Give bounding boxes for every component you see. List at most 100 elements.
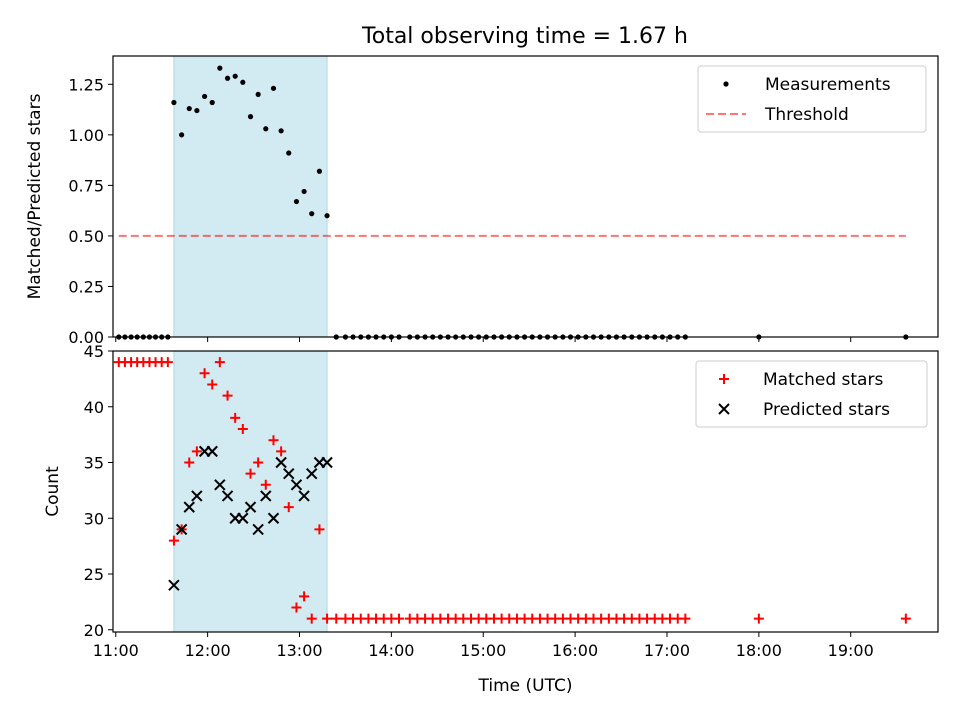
measurement-point (286, 150, 292, 156)
y-axis-label: Matched/Predicted stars (25, 93, 45, 299)
measurement-point (316, 168, 323, 174)
legend-marker-matched (719, 374, 729, 384)
measurement-point (186, 105, 192, 112)
matched-star-point (237, 424, 248, 435)
matched-star-point (322, 613, 333, 624)
plot-frame (112, 55, 939, 338)
matched-star-point (207, 379, 218, 390)
x-tick-label: 14:00 (368, 641, 414, 660)
legend-marker-measurements (723, 81, 729, 87)
figure-title: Total observing time = 1.67 h (361, 24, 688, 49)
legend-box (697, 65, 927, 133)
y-tick-label: 0.50 (68, 227, 104, 246)
matched-star-point (291, 602, 302, 613)
y-axis-label: Count (43, 466, 63, 517)
x-tick-label: 13:00 (276, 641, 322, 660)
x-tick-label: 16:00 (552, 641, 598, 660)
measurement-point (255, 91, 261, 98)
matched-star-point (900, 613, 911, 624)
matched-star-point (245, 468, 256, 479)
y-tick-label: 25 (84, 565, 104, 584)
matched-star-point (191, 446, 202, 457)
predicted-star-point (298, 490, 310, 502)
legend-marker-predicted (718, 403, 730, 415)
matched-star-point (283, 502, 294, 513)
matched-star-point (268, 435, 279, 446)
y-tick-label: 35 (84, 454, 104, 473)
legend-label: Predicted stars (763, 400, 890, 420)
measurement-point (263, 126, 269, 132)
x-tick-label: 19:00 (828, 641, 874, 660)
legend-label: Measurements (765, 75, 891, 95)
matched-star-point (299, 591, 310, 602)
x-axis-label: Time (UTC) (478, 676, 573, 696)
y-tick-label: 0.00 (68, 328, 104, 347)
y-tick-label: 30 (84, 509, 104, 528)
legend-label: Threshold (764, 105, 849, 125)
legend: Matched stars Predicted stars (695, 360, 928, 428)
measurement-point (201, 93, 208, 100)
y-tick-label: 20 (84, 621, 104, 640)
predicted-star-point (290, 479, 303, 491)
measurement-point (247, 114, 254, 120)
x-tick-label: 17:00 (644, 641, 690, 660)
matched-star-point (393, 613, 404, 624)
matched-star-point (184, 457, 195, 468)
plot-frame (112, 350, 939, 633)
y-tick-label: 45 (84, 342, 104, 361)
predicted-star-point (252, 523, 264, 536)
x-tick-label: 15:00 (460, 641, 506, 660)
legend-box (695, 360, 928, 428)
y-tick-label: 1.25 (68, 75, 104, 94)
matched-star-point (260, 479, 271, 490)
predicted-star-point (275, 456, 287, 469)
y-tick-label: 0.25 (68, 277, 104, 296)
matched-star-point (162, 357, 173, 368)
predicted-star-point (260, 490, 272, 502)
legend: Measurements Threshold (697, 65, 927, 133)
y-tick-label: 40 (84, 398, 104, 417)
measurement-point (209, 99, 215, 106)
shaded-region (173, 350, 328, 633)
predicted-star-point (283, 467, 295, 480)
x-tick-label: 12:00 (185, 641, 231, 660)
matched-star-point (199, 368, 210, 379)
y-tick-label: 0.75 (68, 176, 104, 195)
x-tick-label: 18:00 (736, 641, 782, 660)
measurement-point (224, 75, 231, 81)
measurement-point (179, 132, 185, 138)
predicted-star-point (183, 501, 195, 513)
bottom-panel: 20 25 30 35 40 45 11:00 12:00 13:00 14:00 15:00 16:… (43, 342, 939, 696)
measurement-point (232, 73, 238, 79)
measurement-point (324, 213, 330, 219)
measurement-point (217, 65, 223, 71)
predicted-star-point (221, 490, 234, 502)
matched-star-point (168, 535, 179, 546)
predicted-star-point (321, 456, 333, 469)
predicted-star-point (267, 512, 280, 524)
matched-star-point (214, 357, 225, 368)
measurement-point (270, 85, 277, 91)
measurement-point (293, 198, 300, 205)
x-tick-label: 11:00 (93, 641, 139, 660)
predicted-star-point (175, 523, 188, 536)
predicted-star-point (191, 490, 203, 502)
y-tick-label: 1.00 (68, 126, 104, 145)
predicted-star-point (244, 501, 257, 513)
predicted-star-point (206, 445, 218, 458)
matched-star-point (680, 613, 691, 624)
predicted-star-point (168, 579, 180, 591)
legend-label: Matched stars (763, 370, 883, 390)
predicted-star-point (306, 467, 318, 480)
matched-star-point (306, 613, 317, 624)
shaded-region (173, 55, 328, 338)
matched-star-point (276, 446, 287, 457)
matched-star-point (253, 457, 264, 468)
matched-star-point (222, 390, 233, 401)
predicted-star-point (214, 479, 226, 491)
top-panel: 0.00 0.25 0.50 0.75 1.00 1.25 Matched/Predicte… (25, 55, 939, 347)
matched-star-point (331, 613, 342, 624)
matched-star-point (230, 412, 241, 423)
measurement-point (194, 107, 200, 114)
